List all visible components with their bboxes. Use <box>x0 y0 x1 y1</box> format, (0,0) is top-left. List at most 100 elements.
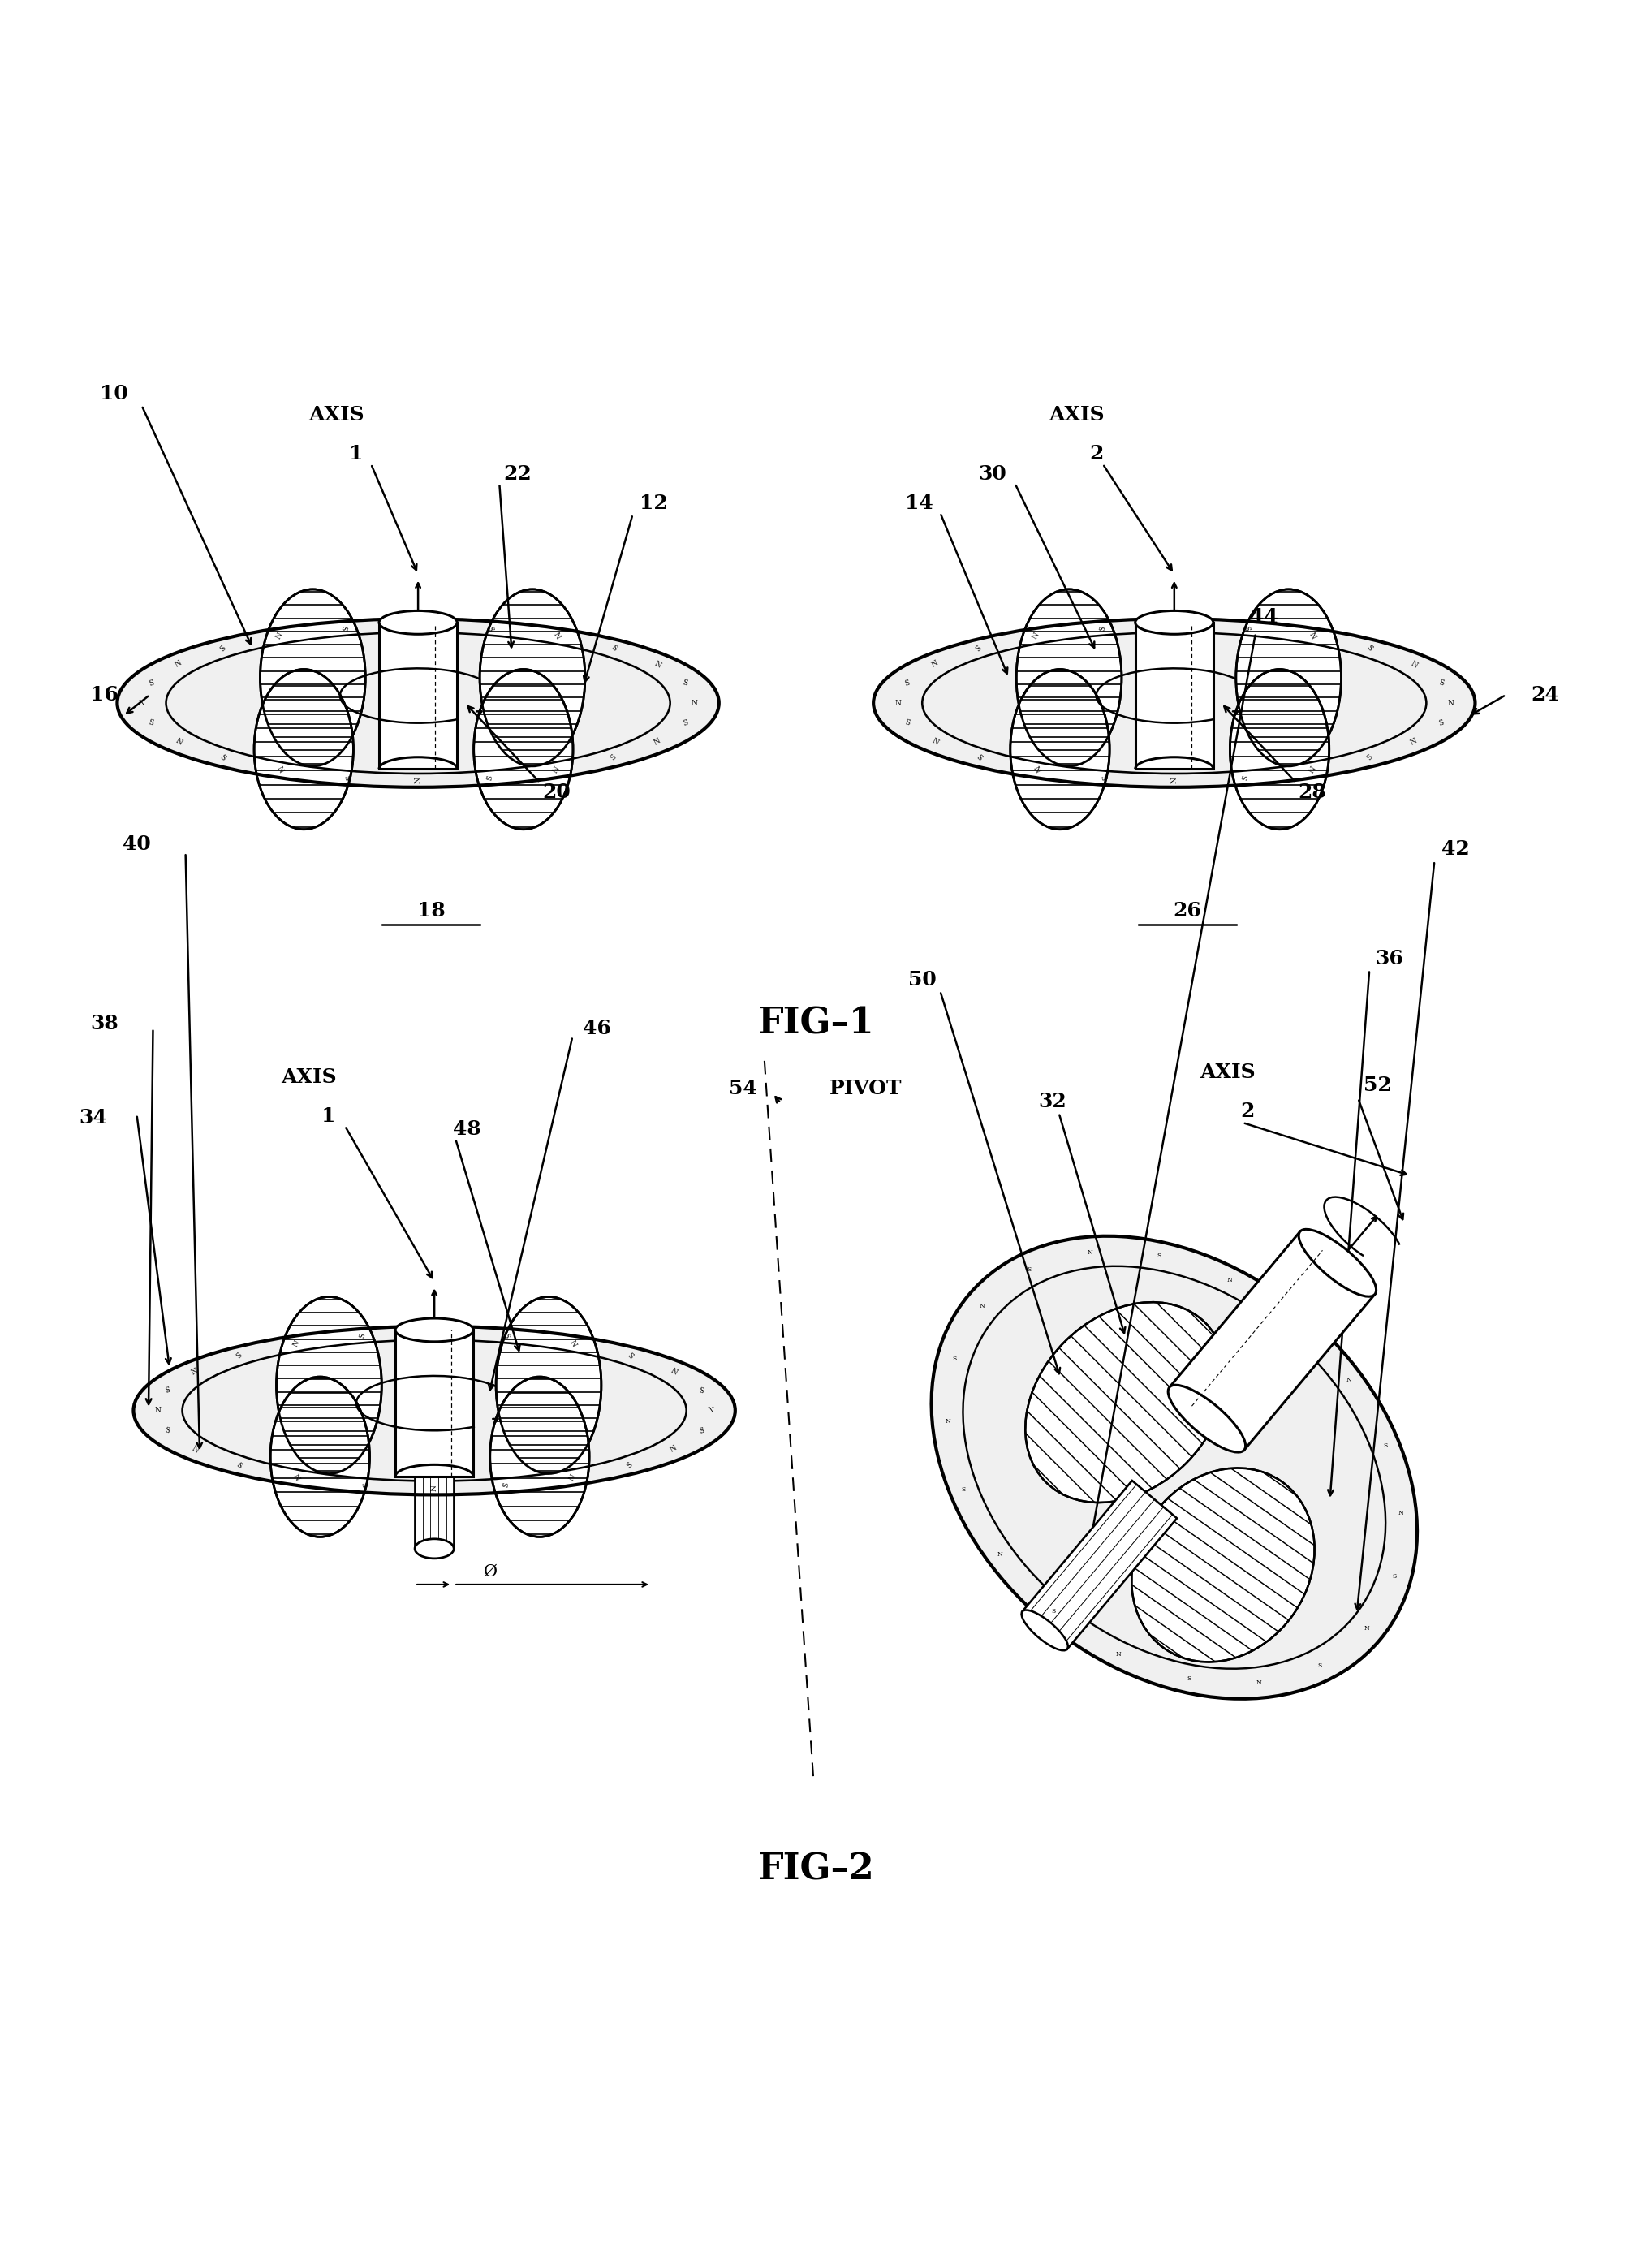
Text: N: N <box>431 1329 438 1336</box>
Text: 46: 46 <box>583 1018 611 1039</box>
Text: Ø: Ø <box>483 1565 496 1579</box>
Text: N: N <box>155 1406 162 1415</box>
Ellipse shape <box>118 619 719 787</box>
Text: S: S <box>147 678 155 687</box>
Text: 16: 16 <box>90 685 118 705</box>
Ellipse shape <box>1026 1302 1226 1504</box>
Text: AXIS: AXIS <box>1048 406 1104 424</box>
Text: N: N <box>691 699 697 708</box>
Text: 2: 2 <box>1089 445 1104 465</box>
Text: N: N <box>291 1472 300 1483</box>
Polygon shape <box>415 1431 454 1549</box>
Polygon shape <box>1135 621 1213 769</box>
Text: N: N <box>653 660 661 669</box>
Ellipse shape <box>260 590 366 767</box>
Text: S: S <box>235 1352 243 1361</box>
Ellipse shape <box>1022 1610 1068 1651</box>
Ellipse shape <box>271 1377 369 1538</box>
Ellipse shape <box>415 1540 454 1558</box>
Text: S: S <box>1293 1320 1297 1327</box>
Text: 26: 26 <box>1172 900 1202 921</box>
Text: N: N <box>1088 1250 1092 1256</box>
Text: S: S <box>952 1356 957 1361</box>
Text: S: S <box>219 644 227 653</box>
Text: N: N <box>175 737 183 746</box>
Text: N: N <box>274 764 284 776</box>
Text: N: N <box>431 1486 438 1490</box>
Polygon shape <box>395 1329 474 1476</box>
Text: S: S <box>235 1461 243 1470</box>
Text: S: S <box>1439 719 1445 728</box>
Text: S: S <box>905 719 911 728</box>
Text: N: N <box>1226 1277 1233 1284</box>
Text: N: N <box>1171 778 1177 785</box>
Text: N: N <box>931 660 939 669</box>
Text: 44: 44 <box>1249 608 1277 626</box>
Text: 2: 2 <box>1241 1102 1254 1120</box>
Text: S: S <box>697 1427 705 1436</box>
Text: S: S <box>147 719 155 728</box>
Ellipse shape <box>1168 1386 1246 1452</box>
Ellipse shape <box>490 1377 590 1538</box>
Text: S: S <box>1187 1676 1192 1683</box>
Ellipse shape <box>1135 610 1213 635</box>
Ellipse shape <box>1298 1229 1377 1297</box>
Polygon shape <box>1022 1481 1177 1649</box>
Text: N: N <box>274 631 284 640</box>
Text: S: S <box>1099 773 1107 780</box>
Text: S: S <box>975 644 983 653</box>
Text: S: S <box>609 644 617 653</box>
Text: N: N <box>1409 737 1419 746</box>
Text: S: S <box>501 1481 509 1488</box>
Text: N: N <box>552 631 562 640</box>
Text: N: N <box>1308 631 1318 640</box>
Text: N: N <box>1398 1510 1404 1517</box>
Ellipse shape <box>874 619 1475 787</box>
Text: AXIS: AXIS <box>281 1068 336 1086</box>
Text: N: N <box>931 737 939 746</box>
Text: N: N <box>946 1418 950 1424</box>
Text: S: S <box>1383 1442 1386 1449</box>
Text: N: N <box>1256 1678 1261 1685</box>
Text: N: N <box>568 1338 578 1347</box>
Text: S: S <box>359 1331 367 1338</box>
Text: 50: 50 <box>908 971 936 989</box>
Text: 20: 20 <box>542 782 570 803</box>
Ellipse shape <box>255 669 353 830</box>
Text: N: N <box>1364 1626 1368 1633</box>
Text: N: N <box>707 1406 714 1415</box>
Text: S: S <box>359 1481 367 1488</box>
Text: S: S <box>343 773 351 780</box>
Text: N: N <box>1447 699 1453 708</box>
Text: N: N <box>191 1368 199 1377</box>
Text: N: N <box>1409 660 1419 669</box>
Ellipse shape <box>1230 669 1329 830</box>
Text: S: S <box>1365 753 1373 762</box>
Text: S: S <box>609 753 617 762</box>
Polygon shape <box>379 621 457 769</box>
Text: S: S <box>962 1486 965 1492</box>
Text: AXIS: AXIS <box>1200 1061 1256 1082</box>
Text: S: S <box>1158 1252 1161 1259</box>
Text: S: S <box>681 719 689 728</box>
Text: N: N <box>1308 764 1318 776</box>
Text: S: S <box>1099 626 1107 631</box>
Text: N: N <box>1032 764 1040 776</box>
Text: 38: 38 <box>90 1014 118 1034</box>
Text: N: N <box>653 737 661 746</box>
Text: S: S <box>1393 1574 1396 1579</box>
Text: 34: 34 <box>78 1109 106 1127</box>
Text: PIVOT: PIVOT <box>830 1080 901 1098</box>
Text: S: S <box>343 626 351 631</box>
Text: 32: 32 <box>1039 1091 1066 1111</box>
Text: N: N <box>1115 1651 1122 1658</box>
Text: 1: 1 <box>322 1107 336 1125</box>
Text: S: S <box>501 1331 509 1338</box>
Text: N: N <box>552 764 562 776</box>
Text: S: S <box>681 678 689 687</box>
Text: N: N <box>980 1302 985 1309</box>
Ellipse shape <box>379 610 457 635</box>
Ellipse shape <box>474 669 573 830</box>
Text: 24: 24 <box>1532 685 1560 705</box>
Text: 1: 1 <box>349 445 363 465</box>
